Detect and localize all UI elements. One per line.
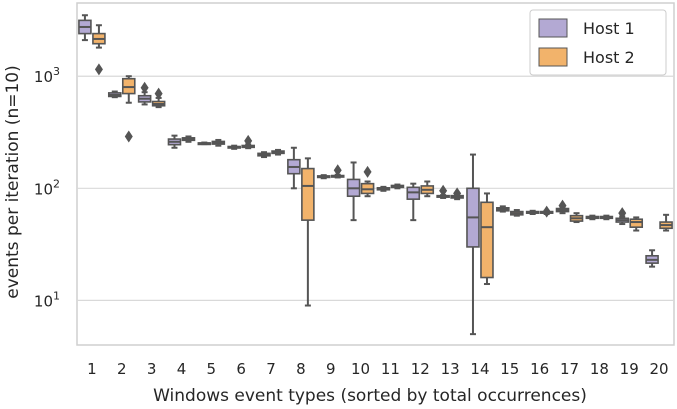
box-2-18: [599, 214, 614, 221]
box-body: [480, 201, 494, 279]
box-2-20: [659, 213, 673, 232]
x-tick-label: 8: [296, 360, 306, 378]
grid-lines: [77, 75, 674, 301]
y-tick-label: 103: [34, 65, 60, 86]
box-2-19: [629, 216, 644, 232]
box-2-12: [420, 180, 435, 198]
outlier-marker: [618, 207, 627, 220]
legend-label-host-2: Host 2: [583, 48, 635, 67]
box-2-3: [151, 87, 166, 109]
box-2-15: [510, 209, 524, 217]
x-tick-label: 15: [500, 360, 519, 378]
x-tick-labels: 1 2 3 4 5 6 7 8 9 10 11 12 13 14 15 16 17 18 19 20: [87, 360, 668, 378]
box-1-13: [436, 184, 450, 199]
box-2-16: [539, 205, 554, 218]
x-tick-label: 6: [236, 360, 246, 378]
box-2-9: [330, 164, 345, 179]
box-2-5: [211, 138, 226, 147]
outlier-marker: [363, 165, 372, 178]
outlier-marker: [333, 164, 342, 177]
outlier-marker: [558, 199, 567, 212]
box-1-15: [496, 205, 510, 213]
box-2-10: [360, 165, 375, 198]
outlier-marker: [542, 205, 551, 218]
box-1-20: [645, 249, 659, 268]
box-1-12: [406, 182, 421, 222]
x-tick-label: 17: [560, 360, 579, 378]
x-tick-label: 1: [87, 360, 97, 378]
x-tick-label: 4: [177, 360, 187, 378]
x-tick-label: 5: [207, 360, 217, 378]
outlier-marker: [154, 87, 163, 100]
x-tick-label: 11: [381, 360, 400, 378]
box-2-1: [92, 24, 106, 76]
x-tick-label: 9: [326, 360, 336, 378]
box-2-6: [241, 134, 255, 150]
x-tick-label: 16: [530, 360, 549, 378]
box-2-7: [271, 148, 285, 156]
box-2-13: [450, 187, 464, 201]
box-2-4: [181, 135, 196, 143]
box-1-14: [466, 153, 480, 336]
x-tick-label: 13: [441, 360, 460, 378]
legend: Host 1 Host 2: [529, 9, 667, 76]
box-1-1: [78, 14, 92, 42]
y-tick-label: 101: [34, 289, 60, 310]
x-tick-label: 12: [411, 360, 430, 378]
box-1-3: [137, 81, 152, 106]
outlier-marker: [140, 81, 149, 94]
x-tick-label: 10: [351, 360, 370, 378]
legend-swatch-host-2: [538, 47, 568, 67]
outlier-marker: [453, 187, 462, 200]
x-tick-label: 14: [470, 360, 489, 378]
box-body: [629, 218, 644, 228]
box-1-17: [555, 199, 570, 215]
box-1-10: [346, 161, 361, 222]
legend-swatch-host-1: [538, 18, 568, 38]
y-tick-labels: 101 102 103: [34, 65, 60, 310]
box-2-8: [301, 157, 315, 307]
box-1-5: [197, 141, 212, 146]
box-1-16: [525, 209, 540, 215]
box-1-19: [615, 207, 630, 226]
legend-label-host-1: Host 1: [583, 19, 635, 38]
x-tick-label: 19: [620, 360, 639, 378]
x-tick-label: 18: [590, 360, 609, 378]
box-1-9: [316, 174, 331, 180]
box-body: [301, 167, 315, 221]
x-tick-label: 7: [266, 360, 276, 378]
x-axis-label: Windows event types (sorted by total occ…: [153, 386, 587, 406]
x-tick-label: 3: [147, 360, 157, 378]
box-1-2: [107, 90, 122, 99]
outlier-marker: [124, 130, 133, 143]
outlier-marker: [439, 184, 448, 197]
box-1-11: [376, 185, 391, 192]
outlier-marker: [244, 134, 253, 147]
box-1-4: [167, 134, 182, 149]
box-1-18: [585, 214, 600, 221]
box-1-7: [257, 151, 271, 159]
x-tick-label: 20: [650, 360, 669, 378]
box-2-14: [480, 192, 494, 286]
outlier-marker: [94, 63, 103, 76]
y-tick-label: 102: [34, 177, 60, 198]
x-tick-label: 2: [117, 360, 127, 378]
box-1-8: [287, 146, 301, 190]
box-2-17: [569, 212, 584, 224]
box-series: [78, 14, 673, 336]
box-1-6: [227, 144, 241, 150]
box-2-2: [121, 75, 136, 143]
y-axis-label: events per iteration (n=10): [3, 65, 23, 298]
box-2-11: [390, 183, 405, 190]
